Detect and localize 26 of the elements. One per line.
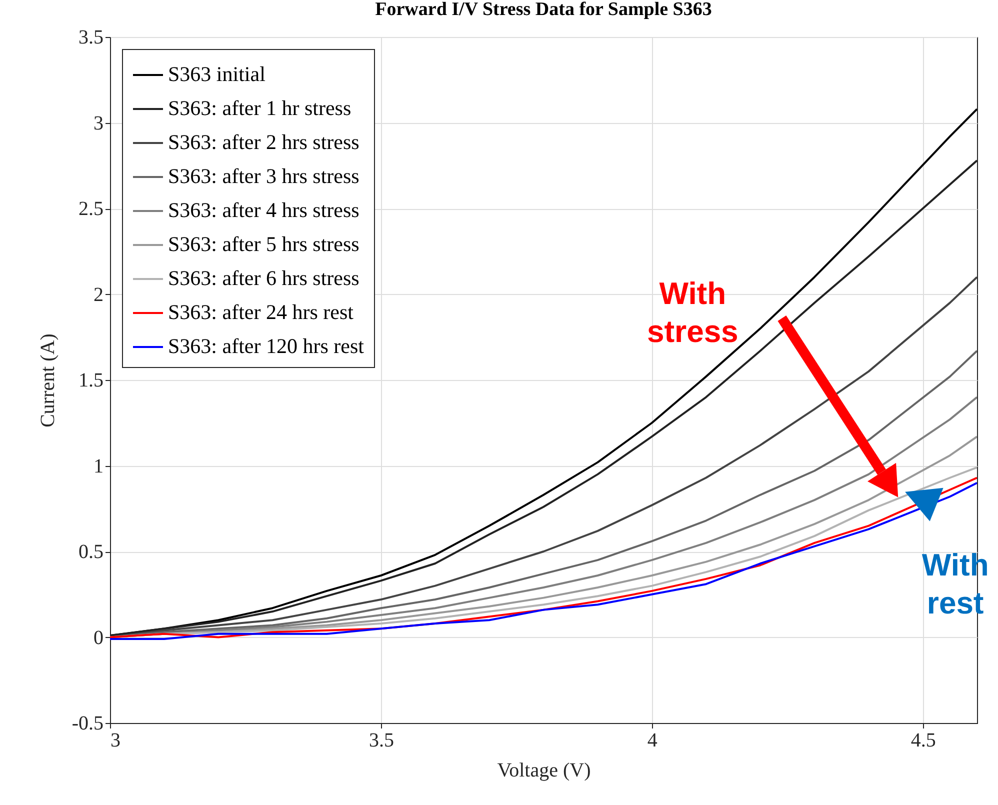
legend-label: S363: after 3 hrs stress bbox=[168, 164, 360, 188]
legend-label: S363: after 2 hrs stress bbox=[168, 130, 360, 154]
x-tick-label: 4 bbox=[647, 730, 658, 752]
x-tick-label: 3.5 bbox=[368, 730, 394, 752]
y-axis-title: Current (A) bbox=[36, 334, 59, 428]
x-axis-title: Voltage (V) bbox=[497, 760, 591, 782]
chart-title: Forward I/V Stress Data for Sample S363 bbox=[375, 0, 712, 20]
y-tick-label: 3.5 bbox=[78, 26, 104, 48]
y-tick-label: 2.5 bbox=[78, 198, 104, 220]
legend-label: S363: after 120 hrs rest bbox=[168, 334, 364, 358]
legend-label: S363: after 4 hrs stress bbox=[168, 198, 360, 222]
y-tick-label: 3 bbox=[94, 112, 104, 134]
y-tick-label: 1.5 bbox=[78, 370, 104, 392]
legend-label: S363: after 1 hr stress bbox=[168, 96, 352, 120]
legend-label: S363: after 5 hrs stress bbox=[168, 232, 360, 256]
y-tick-label: 0.5 bbox=[78, 541, 104, 563]
legend-label: S363: after 6 hrs stress bbox=[168, 266, 360, 290]
y-tick-label: -0.5 bbox=[72, 712, 104, 734]
legend-label: S363 initial bbox=[168, 62, 266, 86]
legend-label: S363: after 24 hrs rest bbox=[168, 300, 354, 324]
x-tick-label: 3 bbox=[110, 730, 120, 752]
y-tick-label: 1 bbox=[94, 455, 104, 478]
y-tick-label: 0 bbox=[94, 626, 104, 649]
y-tick-label: 2 bbox=[94, 284, 104, 306]
annotation: With stress bbox=[646, 276, 738, 349]
x-tick-label: 4.5 bbox=[910, 730, 936, 752]
